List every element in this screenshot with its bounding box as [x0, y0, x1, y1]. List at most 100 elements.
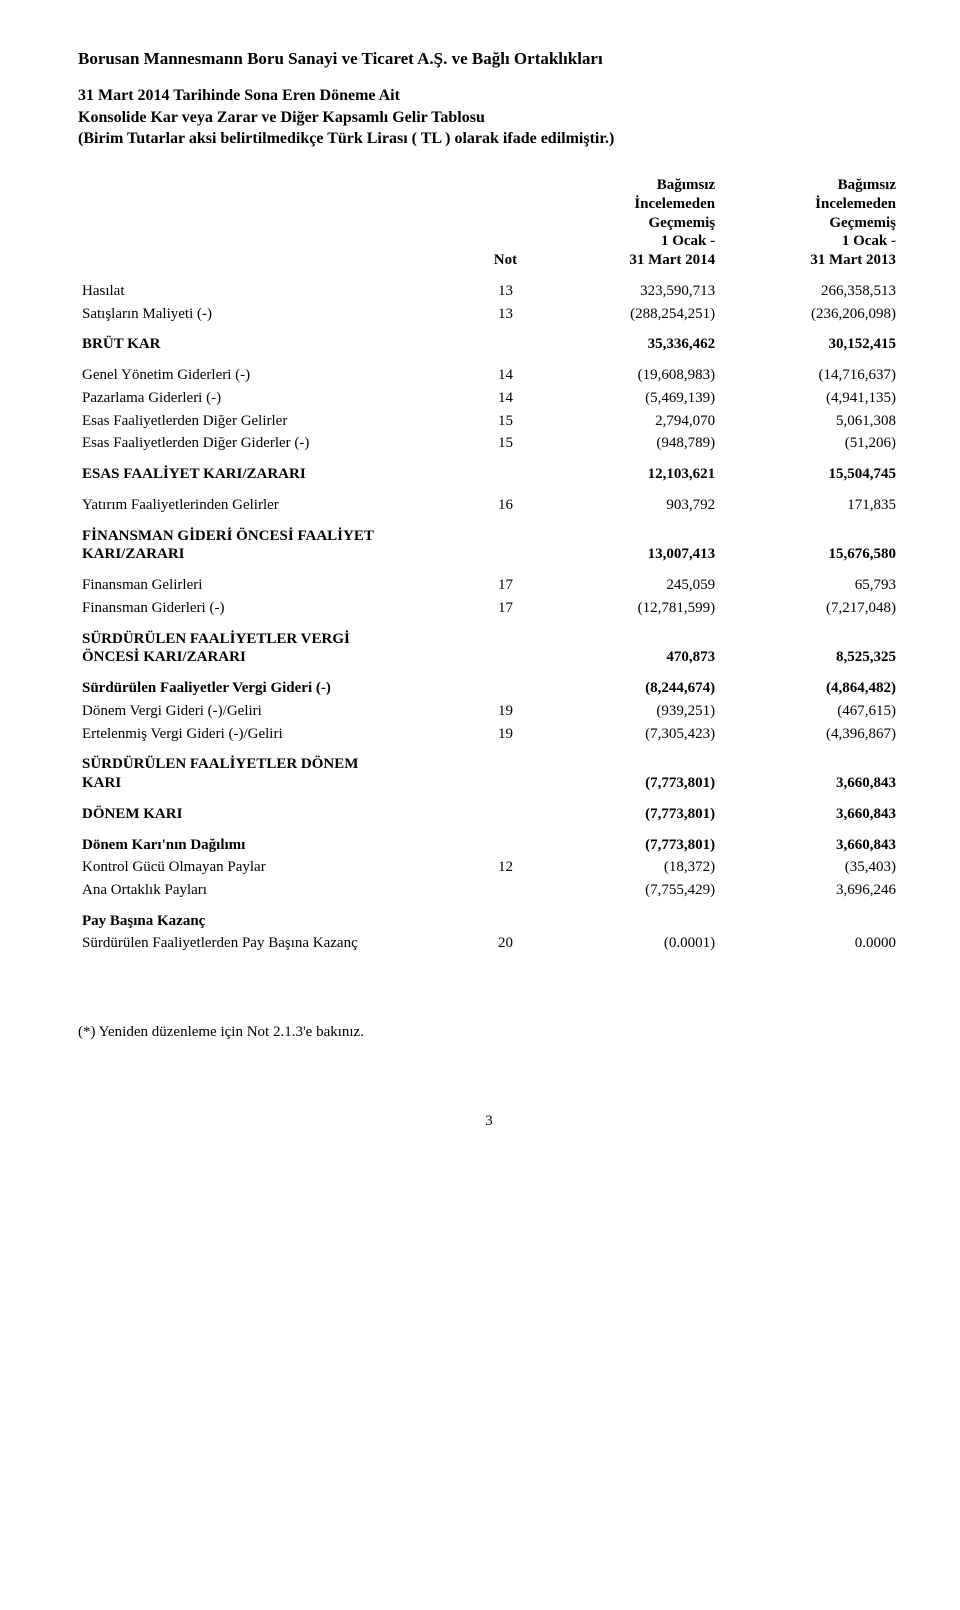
row-note: [473, 455, 539, 486]
row-label: Ertelenmiş Vergi Gideri (-)/Geliri: [78, 723, 473, 746]
row-value-2: 3,660,843: [719, 745, 900, 795]
row-note: 15: [473, 432, 539, 455]
row-label: SÜRDÜRÜLEN FAALİYETLER VERGİ ÖNCESİ KARI…: [78, 620, 473, 670]
table-row: DÖNEM KARI (7,773,801) 3,660,843: [78, 795, 900, 826]
heading-line-3: (Birim Tutarlar aksi belirtilmedikçe Tür…: [78, 128, 900, 150]
row-value-1: 12,103,621: [538, 455, 719, 486]
row-value-2: (236,206,098): [719, 303, 900, 326]
row-value-1: (7,305,423): [538, 723, 719, 746]
row-value-2: (14,716,637): [719, 356, 900, 387]
row-note: [473, 745, 539, 795]
row-value-1: (948,789): [538, 432, 719, 455]
row-value-1: (12,781,599): [538, 597, 719, 620]
row-value-2: 5,061,308: [719, 410, 900, 433]
row-label: Ana Ortaklık Payları: [78, 879, 473, 902]
table-row: Esas Faaliyetlerden Diğer Gelirler 15 2,…: [78, 410, 900, 433]
row-note: [473, 325, 539, 356]
table-row: Pay Başına Kazanç: [78, 902, 900, 933]
row-value-1: (18,372): [538, 856, 719, 879]
row-note: [473, 620, 539, 670]
page-number: 3: [78, 1112, 900, 1131]
row-label: ESAS FAALİYET KARI/ZARARI: [78, 455, 473, 486]
footnote: (*) Yeniden düzenleme için Not 2.1.3'e b…: [78, 1023, 900, 1042]
table-row: BRÜT KAR 35,336,462 30,152,415: [78, 325, 900, 356]
table-row: SÜRDÜRÜLEN FAALİYETLER VERGİ ÖNCESİ KARI…: [78, 620, 900, 670]
table-row: Ertelenmiş Vergi Gideri (-)/Geliri 19 (7…: [78, 723, 900, 746]
row-value-2: 15,676,580: [719, 517, 900, 567]
row-note: 16: [473, 486, 539, 517]
row-value-2: 65,793: [719, 566, 900, 597]
row-label: Yatırım Faaliyetlerinden Gelirler: [78, 486, 473, 517]
row-label: Finansman Gelirleri: [78, 566, 473, 597]
row-note: [473, 669, 539, 700]
row-value-1: (7,773,801): [538, 826, 719, 857]
row-note: 12: [473, 856, 539, 879]
table-row: Finansman Giderleri (-) 17 (12,781,599) …: [78, 597, 900, 620]
table-row: Dönem Karı'nın Dağılımı (7,773,801) 3,66…: [78, 826, 900, 857]
row-note: 13: [473, 272, 539, 303]
row-value-1: 903,792: [538, 486, 719, 517]
row-label: Satışların Maliyeti (-): [78, 303, 473, 326]
row-label: Pay Başına Kazanç: [78, 902, 473, 933]
row-note: 13: [473, 303, 539, 326]
row-label: Sürdürülen Faaliyetlerden Pay Başına Kaz…: [78, 933, 473, 954]
heading-line-1: 31 Mart 2014 Tarihinde Sona Eren Döneme …: [78, 85, 900, 107]
heading-line-2: Konsolide Kar veya Zarar ve Diğer Kapsam…: [78, 107, 900, 129]
row-value-2: 3,696,246: [719, 879, 900, 902]
row-value-1: 35,336,462: [538, 325, 719, 356]
report-heading: 31 Mart 2014 Tarihinde Sona Eren Döneme …: [78, 85, 900, 150]
table-row: Esas Faaliyetlerden Diğer Giderler (-) 1…: [78, 432, 900, 455]
table-row: ESAS FAALİYET KARI/ZARARI 12,103,621 15,…: [78, 455, 900, 486]
col-header-period-1: Bağımsız İncelemeden Geçmemiş 1 Ocak - 3…: [538, 174, 719, 272]
row-note: 19: [473, 723, 539, 746]
table-row: Dönem Vergi Gideri (-)/Geliri 19 (939,25…: [78, 700, 900, 723]
row-value-2: 15,504,745: [719, 455, 900, 486]
row-label: Esas Faaliyetlerden Diğer Gelirler: [78, 410, 473, 433]
row-label: Pazarlama Giderleri (-): [78, 387, 473, 410]
row-label: Hasılat: [78, 272, 473, 303]
row-note: 17: [473, 597, 539, 620]
row-value-1: (0.0001): [538, 933, 719, 954]
table-row: Sürdürülen Faaliyetlerden Pay Başına Kaz…: [78, 933, 900, 954]
table-row: Kontrol Gücü Olmayan Paylar 12 (18,372) …: [78, 856, 900, 879]
row-note: [473, 879, 539, 902]
row-label: Esas Faaliyetlerden Diğer Giderler (-): [78, 432, 473, 455]
col-header-note: Not: [473, 174, 539, 272]
row-value-2: (7,217,048): [719, 597, 900, 620]
row-value-1: (7,755,429): [538, 879, 719, 902]
col-header-period-2: Bağımsız İncelemeden Geçmemiş 1 Ocak - 3…: [719, 174, 900, 272]
row-note: 14: [473, 356, 539, 387]
row-label: DÖNEM KARI: [78, 795, 473, 826]
row-label: FİNANSMAN GİDERİ ÖNCESİ FAALİYET KARI/ZA…: [78, 517, 473, 567]
company-title: Borusan Mannesmann Boru Sanayi ve Ticare…: [78, 48, 900, 69]
row-note: [473, 795, 539, 826]
row-note: 14: [473, 387, 539, 410]
row-value-1: (5,469,139): [538, 387, 719, 410]
row-value-2: 8,525,325: [719, 620, 900, 670]
table-row: Sürdürülen Faaliyetler Vergi Gideri (-) …: [78, 669, 900, 700]
table-row: Finansman Gelirleri 17 245,059 65,793: [78, 566, 900, 597]
table-row: Ana Ortaklık Payları (7,755,429) 3,696,2…: [78, 879, 900, 902]
row-value-2: (4,396,867): [719, 723, 900, 746]
row-note: 20: [473, 933, 539, 954]
row-value-2: (467,615): [719, 700, 900, 723]
row-value-2: 3,660,843: [719, 826, 900, 857]
row-label: Finansman Giderleri (-): [78, 597, 473, 620]
row-note: 15: [473, 410, 539, 433]
row-value-2: 171,835: [719, 486, 900, 517]
row-value-1: (8,244,674): [538, 669, 719, 700]
row-value-2: 0.0000: [719, 933, 900, 954]
table-row: Genel Yönetim Giderleri (-) 14 (19,608,9…: [78, 356, 900, 387]
row-value-1: (939,251): [538, 700, 719, 723]
row-value-1: 245,059: [538, 566, 719, 597]
row-value-2: (4,864,482): [719, 669, 900, 700]
table-row: Hasılat 13 323,590,713 266,358,513: [78, 272, 900, 303]
row-value-1: 13,007,413: [538, 517, 719, 567]
row-value-1: 2,794,070: [538, 410, 719, 433]
income-statement-table: Not Bağımsız İncelemeden Geçmemiş 1 Ocak…: [78, 174, 900, 953]
row-note: [473, 826, 539, 857]
row-value-1: (7,773,801): [538, 745, 719, 795]
row-value-2: 266,358,513: [719, 272, 900, 303]
row-value-2: (35,403): [719, 856, 900, 879]
row-value-1: (19,608,983): [538, 356, 719, 387]
